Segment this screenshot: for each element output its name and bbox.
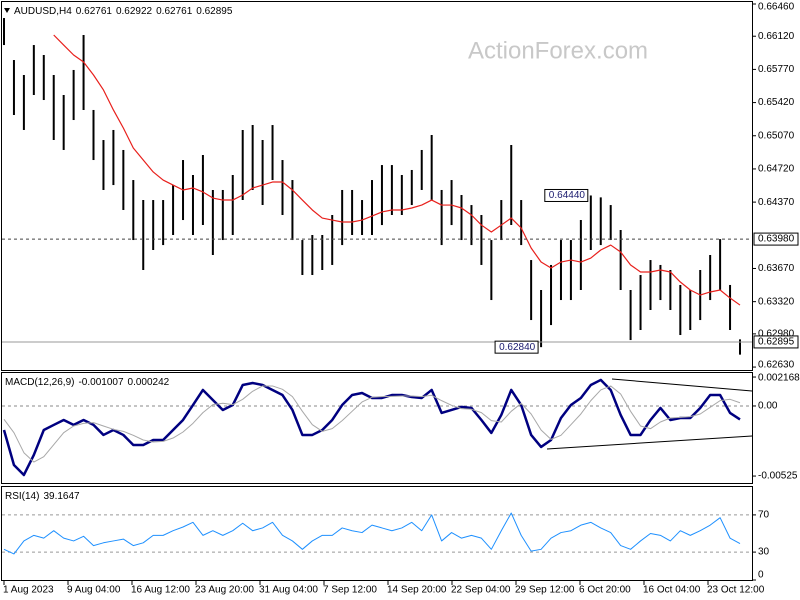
y-tick-label: 30	[758, 547, 770, 558]
header-value: 0.62761	[76, 6, 113, 17]
header-value: 0.62895	[196, 6, 233, 17]
header-value: 39.1647	[43, 491, 80, 502]
indicator-line	[2, 378, 741, 477]
header-value: -0.001007	[78, 377, 123, 388]
x-tick-label: 29 Sep 12:00	[515, 585, 575, 596]
macd-panel-frame	[1, 372, 753, 484]
y-tick-label: 0.64720	[758, 164, 795, 175]
x-tick-label: 23 Aug 20:00	[195, 585, 254, 596]
price-label-box	[753, 335, 799, 349]
macd-trendline	[546, 435, 753, 450]
indicator-name: MACD(12,26,9)	[5, 377, 74, 388]
indicator-name: RSI(14)	[5, 491, 39, 502]
indicator-line	[3, 385, 741, 463]
x-tick-label: 9 Aug 04:00	[67, 585, 121, 596]
y-tick-label: 0.64370	[758, 197, 795, 208]
y-tick-label: 0.63320	[758, 296, 795, 307]
x-tick-label: 22 Sep 04:00	[451, 585, 511, 596]
y-tick-label: 0.65770	[758, 64, 795, 75]
price-label-box	[753, 232, 799, 246]
menu-icon[interactable]	[4, 8, 10, 13]
indicator-name: AUDUSD,H4	[14, 6, 72, 17]
annotation-label: 0.64440	[549, 190, 586, 201]
y-tick-label: 0.66120	[758, 31, 795, 42]
price-panel-frame	[1, 1, 753, 371]
y-tick-label: -0.00525	[758, 471, 798, 482]
x-tick-label: 23 Oct 12:00	[707, 585, 765, 596]
indicator-header: MACD(12,26,9) -0.001007 0.000242	[5, 377, 170, 388]
watermark: ActionForex.com	[468, 37, 648, 64]
indicator-line	[3, 512, 741, 555]
moving-average	[53, 34, 741, 306]
x-tick-label: 14 Sep 20:00	[387, 585, 447, 596]
annotation-box	[494, 340, 539, 354]
header-value: 0.62761	[156, 6, 193, 17]
y-tick-label: 0.002168	[758, 373, 800, 384]
annotation-label: 0.62840	[499, 342, 536, 353]
y-tick-label: 0.00	[758, 401, 778, 412]
annotation-box	[544, 188, 589, 202]
indicator-header: RSI(14) 39.1647	[5, 491, 80, 502]
macd-trendline	[611, 378, 753, 392]
x-tick-label: 16 Oct 04:00	[643, 585, 701, 596]
y-tick-label: 0.66460	[758, 2, 795, 13]
header-value: 0.000242	[128, 377, 170, 388]
header-value: 0.62922	[116, 6, 153, 17]
price-label: 0.62895	[758, 337, 795, 348]
x-tick-label: 16 Aug 12:00	[131, 585, 190, 596]
x-tick-label: 1 Aug 2023	[3, 585, 54, 596]
y-tick-label: 0.65070	[758, 130, 795, 141]
y-tick-label: 70	[758, 510, 770, 521]
y-tick-label: 0.63670	[758, 263, 795, 274]
y-tick-label: 0.65420	[758, 97, 795, 108]
price-label: 0.63980	[758, 234, 795, 245]
y-tick-label: 0	[758, 570, 764, 581]
rsi-panel-frame	[1, 486, 753, 581]
x-tick-label: 31 Aug 04:00	[259, 585, 318, 596]
x-tick-label: 7 Sep 12:00	[323, 585, 377, 596]
y-tick-label: 0.62630	[758, 360, 795, 371]
x-tick-label: 6 Oct 20:00	[579, 585, 631, 596]
y-tick-label: 0.62980	[758, 329, 795, 340]
indicator-header: AUDUSD,H4 0.62761 0.62922 0.62761 0.62895	[14, 6, 233, 17]
